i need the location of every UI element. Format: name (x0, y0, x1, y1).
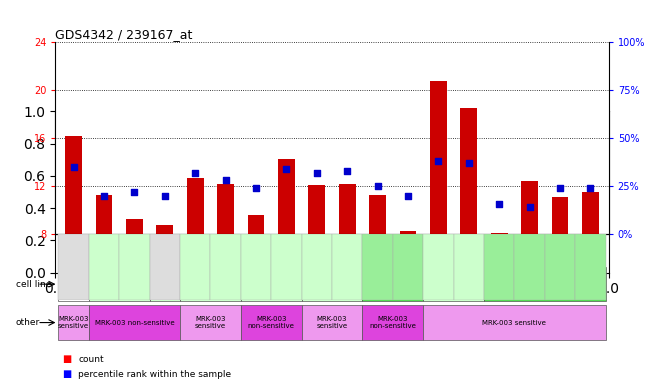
Bar (156, 225, 173, 234)
Bar (126, 218, 143, 234)
Bar (551, 197, 568, 234)
Bar (484, 234, 514, 300)
Point (555, 185, 565, 191)
Bar (363, 234, 393, 300)
Bar (423, 267, 484, 301)
Point (525, 204, 535, 210)
Bar (393, 234, 423, 300)
Text: MRK-003
non-sensitive: MRK-003 non-sensitive (369, 316, 416, 329)
Point (312, 170, 322, 176)
Text: MRK-003
non-sensitive: MRK-003 non-sensitive (248, 316, 295, 329)
Point (433, 158, 443, 164)
Point (221, 177, 231, 184)
Text: MRK-003 non-sensitive: MRK-003 non-sensitive (94, 319, 174, 326)
Point (372, 183, 383, 189)
Point (403, 193, 413, 199)
Bar (332, 234, 363, 300)
Bar (59, 234, 89, 300)
Bar (545, 234, 575, 300)
Bar (241, 234, 271, 300)
Bar (241, 267, 301, 301)
Text: Panc215: Panc215 (146, 280, 184, 289)
Bar (301, 267, 363, 301)
Bar (65, 136, 82, 234)
Text: Panc198: Panc198 (100, 280, 139, 289)
Bar (89, 234, 119, 300)
Bar (217, 184, 234, 234)
Bar (180, 267, 241, 301)
Point (251, 185, 261, 191)
Bar (363, 305, 423, 340)
Bar (309, 185, 325, 234)
Text: percentile rank within the sample: percentile rank within the sample (78, 370, 231, 379)
Bar (575, 234, 605, 300)
Point (281, 166, 292, 172)
Point (494, 200, 505, 207)
Bar (430, 81, 447, 234)
Bar (89, 305, 180, 340)
Text: Panc291: Panc291 (374, 280, 412, 289)
Bar (59, 267, 89, 301)
Bar (454, 234, 484, 300)
Bar (247, 215, 264, 234)
Text: JH033: JH033 (61, 280, 87, 289)
Bar (96, 195, 113, 234)
Text: GDS4342 / 239167_at: GDS4342 / 239167_at (55, 28, 193, 41)
Bar (521, 182, 538, 234)
Bar (180, 234, 210, 300)
Point (68, 164, 79, 170)
Text: Panc265: Panc265 (313, 280, 351, 289)
Bar (150, 234, 180, 300)
Text: Panc420: Panc420 (526, 280, 564, 289)
Bar (271, 234, 301, 300)
Text: count: count (78, 354, 104, 364)
Point (99, 193, 109, 199)
Bar (423, 234, 454, 300)
Bar (150, 267, 180, 301)
Bar (187, 178, 204, 234)
Text: MRK-003
sensitive: MRK-003 sensitive (195, 316, 226, 329)
Bar (460, 108, 477, 234)
Bar (369, 195, 386, 234)
Point (129, 189, 139, 195)
Bar (210, 234, 241, 300)
Bar (89, 267, 150, 301)
Bar (301, 305, 363, 340)
Bar (119, 234, 150, 300)
Bar (339, 184, 355, 234)
Text: cell line: cell line (16, 280, 51, 289)
Point (464, 160, 474, 166)
Text: MRK-003
sensitive: MRK-003 sensitive (58, 316, 89, 329)
Bar (491, 233, 508, 234)
Text: Panc374: Panc374 (434, 280, 473, 289)
Bar (400, 231, 417, 234)
Bar (423, 305, 605, 340)
Text: other: other (16, 318, 40, 327)
Point (190, 170, 201, 176)
Bar (484, 267, 605, 301)
Point (159, 193, 170, 199)
Text: MRK-003 sensitive: MRK-003 sensitive (482, 319, 546, 326)
Text: Panc253: Panc253 (252, 280, 290, 289)
Bar (59, 305, 89, 340)
Bar (582, 192, 599, 234)
Bar (301, 234, 332, 300)
Text: MRK-003
sensitive: MRK-003 sensitive (316, 316, 348, 329)
Bar (241, 305, 301, 340)
Bar (363, 267, 423, 301)
Text: ■: ■ (62, 369, 71, 379)
Point (585, 185, 596, 191)
Bar (278, 159, 295, 234)
Bar (180, 305, 241, 340)
Text: Panc219: Panc219 (191, 280, 230, 289)
Bar (514, 234, 545, 300)
Point (342, 168, 352, 174)
Text: ■: ■ (62, 354, 71, 364)
